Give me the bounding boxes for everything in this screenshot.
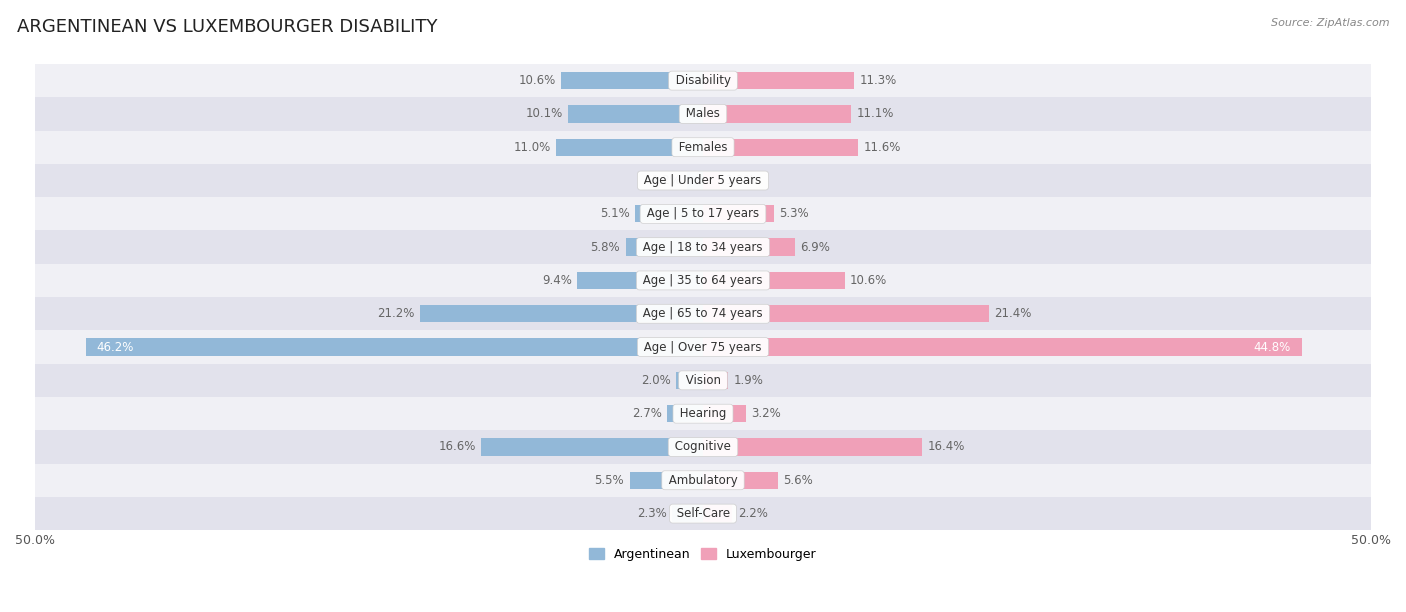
Bar [35,197,1371,231]
Text: 5.5%: 5.5% [595,474,624,487]
Text: 9.4%: 9.4% [543,274,572,287]
Bar [672,505,703,522]
Bar [703,272,845,289]
Text: 2.3%: 2.3% [637,507,666,520]
Text: 11.0%: 11.0% [513,141,551,154]
Text: Age | Under 5 years: Age | Under 5 years [641,174,765,187]
Bar [35,330,1371,364]
Text: 10.1%: 10.1% [526,108,562,121]
Text: 21.4%: 21.4% [994,307,1032,320]
Text: 16.4%: 16.4% [928,441,965,453]
Text: 46.2%: 46.2% [97,340,134,354]
Bar [676,371,703,389]
Bar [688,172,703,189]
Text: 2.7%: 2.7% [631,407,662,420]
Bar [703,205,773,223]
Bar [35,164,1371,197]
Bar [703,72,853,89]
Text: 1.3%: 1.3% [725,174,755,187]
Bar [35,364,1371,397]
Text: Vision: Vision [682,374,724,387]
Bar [626,239,703,256]
Bar [703,505,733,522]
Bar [35,231,1371,264]
Text: 5.8%: 5.8% [591,241,620,253]
Bar [666,405,703,422]
Bar [35,430,1371,464]
Text: 5.1%: 5.1% [600,207,630,220]
Bar [35,497,1371,530]
Bar [35,130,1371,164]
Bar [86,338,703,356]
Text: 5.3%: 5.3% [779,207,808,220]
Text: 21.2%: 21.2% [377,307,415,320]
Text: 44.8%: 44.8% [1254,340,1291,354]
Text: Cognitive: Cognitive [671,441,735,453]
Text: 11.6%: 11.6% [863,141,901,154]
Text: ARGENTINEAN VS LUXEMBOURGER DISABILITY: ARGENTINEAN VS LUXEMBOURGER DISABILITY [17,18,437,36]
Bar [636,205,703,223]
Bar [35,464,1371,497]
Text: 11.1%: 11.1% [856,108,894,121]
Text: Males: Males [682,108,724,121]
Bar [35,97,1371,130]
Text: Self-Care: Self-Care [672,507,734,520]
Bar [703,371,728,389]
Bar [703,138,858,156]
Text: 10.6%: 10.6% [519,74,555,87]
Text: 3.2%: 3.2% [751,407,780,420]
Text: 10.6%: 10.6% [851,274,887,287]
Text: 2.2%: 2.2% [738,507,768,520]
Bar [703,105,851,122]
Bar [703,338,1302,356]
Text: Ambulatory: Ambulatory [665,474,741,487]
Bar [703,405,745,422]
Text: Age | Over 75 years: Age | Over 75 years [640,340,766,354]
Text: 11.3%: 11.3% [859,74,897,87]
Bar [481,438,703,455]
Text: Hearing: Hearing [676,407,730,420]
Text: 1.9%: 1.9% [734,374,763,387]
Bar [568,105,703,122]
Bar [630,472,703,489]
Bar [578,272,703,289]
Bar [35,64,1371,97]
Text: Females: Females [675,141,731,154]
Text: Age | 5 to 17 years: Age | 5 to 17 years [643,207,763,220]
Bar [420,305,703,323]
Bar [703,472,778,489]
Bar [561,72,703,89]
Text: 16.6%: 16.6% [439,441,475,453]
Text: Disability: Disability [672,74,734,87]
Bar [35,264,1371,297]
Text: Age | 65 to 74 years: Age | 65 to 74 years [640,307,766,320]
Text: 6.9%: 6.9% [800,241,831,253]
Text: 2.0%: 2.0% [641,374,671,387]
Text: Age | 18 to 34 years: Age | 18 to 34 years [640,241,766,253]
Legend: Argentinean, Luxembourger: Argentinean, Luxembourger [585,543,821,566]
Bar [555,138,703,156]
Bar [703,239,796,256]
Bar [35,297,1371,330]
Text: 5.6%: 5.6% [783,474,813,487]
Text: Source: ZipAtlas.com: Source: ZipAtlas.com [1271,18,1389,28]
Text: Age | 35 to 64 years: Age | 35 to 64 years [640,274,766,287]
Bar [703,305,988,323]
Bar [703,172,720,189]
Text: 1.2%: 1.2% [652,174,682,187]
Bar [35,397,1371,430]
Bar [703,438,922,455]
